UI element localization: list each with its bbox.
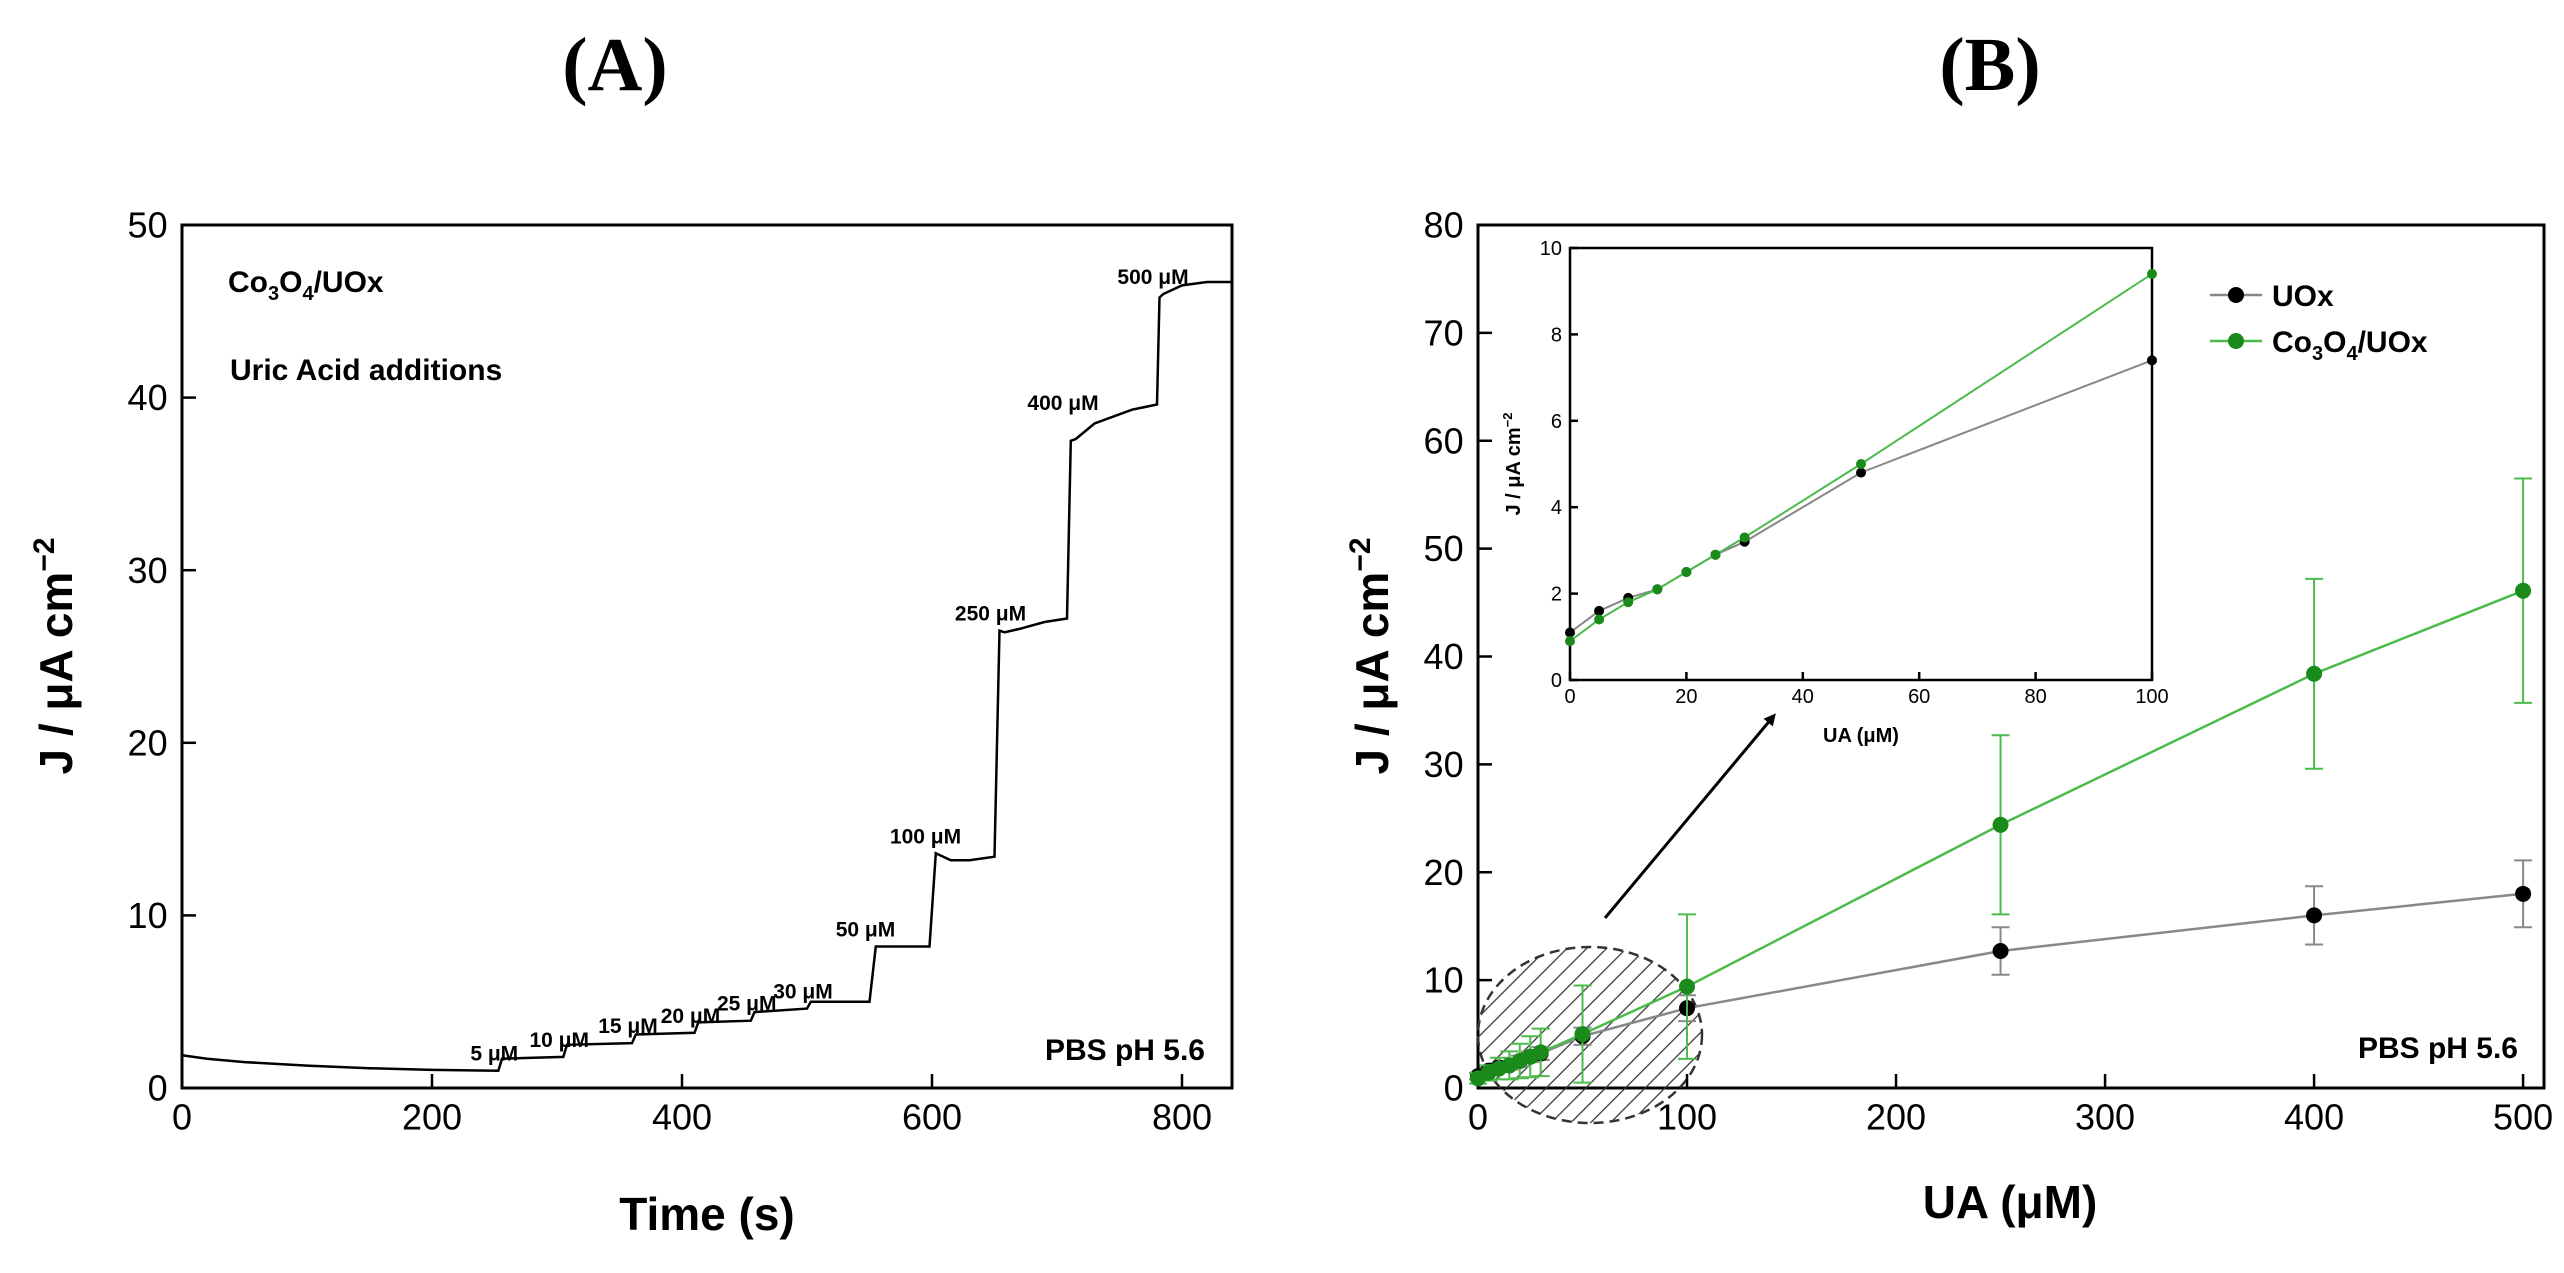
data-point [2515, 582, 2532, 599]
inset-x-tick-label: 60 [1908, 686, 1930, 708]
panel-b-y-tick-label: 0 [1444, 1068, 1464, 1109]
panel-a-buffer-label: PBS pH 5.6 [1045, 1034, 1205, 1067]
panel-b-y-tick-label: 80 [1424, 205, 1464, 246]
panel-a-y-tick-label: 40 [128, 377, 168, 418]
data-point [1574, 1026, 1591, 1043]
inset-x-tick-label: 100 [2135, 686, 2168, 708]
panel-a-y-tick-label: 50 [128, 205, 168, 246]
step-label: 25 μM [717, 993, 777, 1016]
panel-b-y-tick-label: 50 [1424, 528, 1464, 569]
step-label: 20 μM [661, 1005, 721, 1028]
inset-data-point [2147, 355, 2157, 366]
legend-co3o4-marker [2228, 333, 2244, 349]
inset-data-point [1594, 614, 1605, 625]
zoom-arrow [1603, 713, 1776, 919]
data-point [2306, 665, 2323, 682]
panel-b-legend: UOx Co3O4/UOx [2210, 280, 2428, 365]
legend-co3o4-label: Co3O4/UOx [2272, 326, 2428, 365]
inset-chart: 0 2 4 6 8 10 0 20 40 60 80 100 UA (μM) J / μA cm−2 [1500, 238, 2169, 747]
step-label: 250 μM [955, 603, 1026, 626]
panel-b-x-tick-label: 200 [1866, 1096, 1926, 1137]
inset-data-point [1739, 532, 1750, 543]
step-label: 500 μM [1117, 266, 1188, 289]
panel-a-y-axis-title: J / μA cm−2 [28, 537, 82, 774]
panel-a-sample-label: Co3O4/UOx [228, 266, 384, 305]
step-label: 100 μM [890, 825, 961, 848]
inset-y-tick-label: 10 [1540, 238, 1562, 260]
inset-x-axis-title: UA (μM) [1823, 725, 1899, 747]
inset-y-tick-label: 0 [1551, 670, 1562, 692]
panel-b-y-tick-label: 70 [1424, 312, 1464, 353]
panel-a-x-tick-label: 200 [402, 1096, 462, 1137]
panel-b-x-tick-label: 400 [2284, 1096, 2344, 1137]
inset-x-tick-label: 40 [1792, 686, 1814, 708]
panel-a-y-tick-label: 30 [128, 550, 168, 591]
panel-a-x-tick-label: 600 [902, 1096, 962, 1137]
panel-a-additions-label: Uric Acid additions [230, 354, 502, 387]
step-label: 50 μM [836, 918, 896, 941]
panel-b-x-tick-label: 300 [2075, 1096, 2135, 1137]
panel-b-label: (B) [1939, 23, 2040, 107]
inset-y-axis-title: J / μA cm−2 [1500, 412, 1525, 515]
inset-data-point [1565, 627, 1575, 638]
inset-x-tick-label: 0 [1564, 686, 1575, 708]
step-label: 400 μM [1027, 392, 1098, 415]
panel-b-y-tick-label: 40 [1424, 636, 1464, 677]
panel-a-x-axis-title: Time (s) [619, 1188, 795, 1240]
inset-data-point [1652, 584, 1663, 595]
data-point [2306, 907, 2323, 924]
step-label: 30 μM [773, 981, 833, 1004]
panel-b-y-tick-label: 30 [1424, 744, 1464, 785]
inset-y-tick-label: 2 [1551, 584, 1562, 606]
panel-b-buffer-label: PBS pH 5.6 [2358, 1032, 2518, 1065]
panel-b-x-tick-label: 100 [1657, 1096, 1717, 1137]
legend-uox-label: UOx [2272, 280, 2334, 313]
step-label: 10 μM [529, 1029, 589, 1052]
panel-b-x-axis-title: UA (μM) [1923, 1176, 2098, 1228]
inset-data-point [1710, 549, 1721, 560]
panel-a-label: (A) [562, 23, 668, 107]
panel-b-y-tick-label: 10 [1424, 960, 1464, 1001]
panel-b-x-tick-label: 500 [2493, 1096, 2553, 1137]
panel-a-y-tick-label: 10 [128, 895, 168, 936]
panel-b-y-tick-label: 20 [1424, 852, 1464, 893]
panel-a-x-tick-label: 400 [652, 1096, 712, 1137]
data-point [1992, 942, 2009, 959]
panel-a-y-tick-label: 0 [148, 1068, 168, 1109]
data-point [1679, 978, 1696, 995]
inset-y-tick-label: 8 [1551, 324, 1562, 346]
data-point [1992, 816, 2009, 833]
panel-a-series-line [181, 280, 1232, 1072]
inset-data-point [1623, 597, 1634, 608]
inset-y-tick-label: 4 [1551, 497, 1562, 519]
inset-data-point [1856, 467, 1866, 478]
inset-data-point [1594, 605, 1605, 616]
panel-b-y-tick-label: 60 [1424, 420, 1464, 461]
data-point [2515, 885, 2532, 902]
panel-a-y-tick-label: 20 [128, 722, 168, 763]
panel-b-x-tick-label: 0 [1468, 1096, 1488, 1137]
inset-data-point [1565, 636, 1575, 647]
panel-a-x-tick-label: 0 [172, 1096, 192, 1137]
inset-x-tick-label: 20 [1675, 686, 1697, 708]
inset-x-tick-label: 80 [2024, 686, 2046, 708]
inset-data-point [2147, 268, 2157, 279]
inset-data-point [1856, 459, 1866, 469]
inset-y-tick-label: 6 [1551, 411, 1562, 433]
step-label: 15 μM [598, 1015, 658, 1038]
step-label: 5 μM [470, 1043, 518, 1066]
panel-a-x-tick-label: 800 [1152, 1096, 1212, 1137]
legend-uox-marker [2228, 287, 2244, 303]
panel-b-y-axis-title: J / μA cm−2 [1344, 537, 1398, 774]
inset-data-point [1681, 567, 1692, 577]
panel-a-plot-frame [180, 223, 1234, 1090]
data-point [1532, 1044, 1549, 1061]
panel-a-chart: 0 10 20 30 40 50 0 200 400 600 800 5 μM 10 μM 15 μM… [28, 205, 1234, 1240]
